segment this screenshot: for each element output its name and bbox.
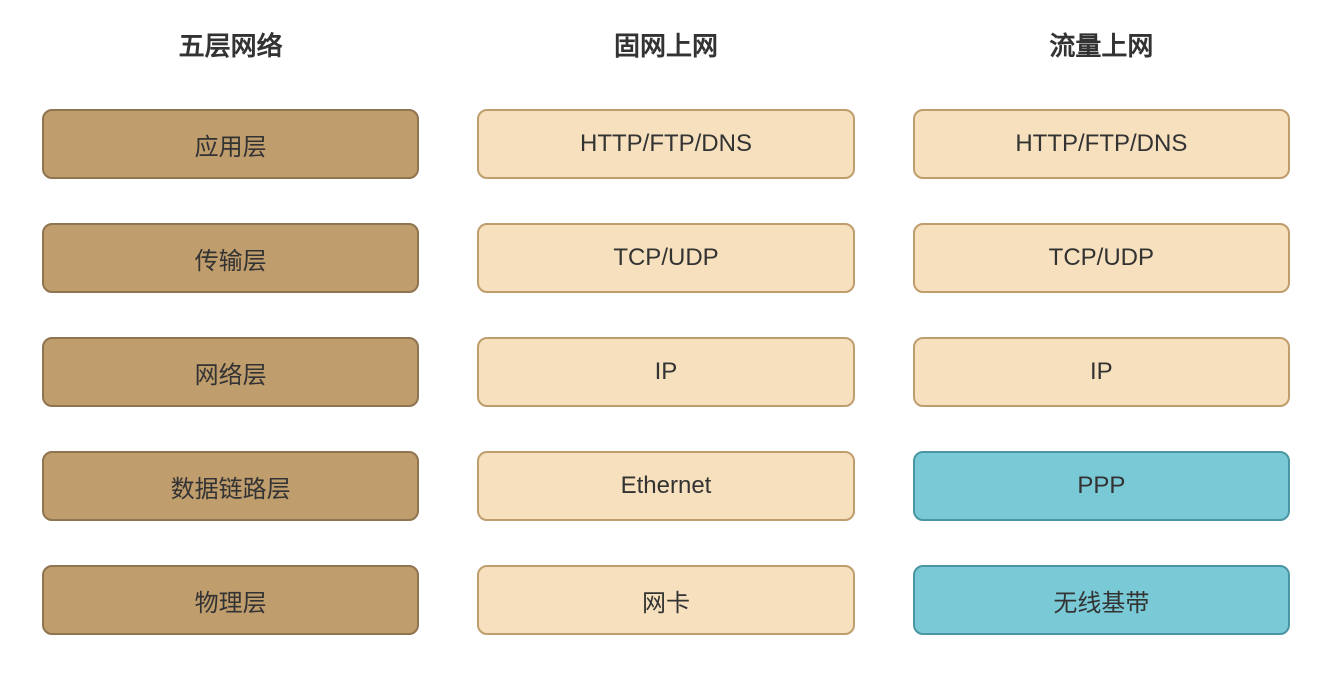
layer-cell: TCP/UDP [913,223,1290,293]
layer-cell: 网络层 [42,337,419,407]
layer-cell: 无线基带 [913,565,1290,635]
network-layers-table: 五层网络 固网上网 流量上网应用层 HTTP/FTP/DNS HTTP/FTP/DNS 传… [0,0,1332,635]
layer-cell: HTTP/FTP/DNS [913,109,1290,179]
column-header: 固网上网 [477,18,854,65]
layer-cell: PPP [913,451,1290,521]
layer-cell: HTTP/FTP/DNS [477,109,854,179]
layer-cell: 传输层 [42,223,419,293]
layer-cell: 应用层 [42,109,419,179]
layer-cell: Ethernet [477,451,854,521]
layer-cell: TCP/UDP [477,223,854,293]
layer-cell: IP [477,337,854,407]
layer-cell: 数据链路层 [42,451,419,521]
layer-cell: IP [913,337,1290,407]
layer-cell: 网卡 [477,565,854,635]
layer-cell: 物理层 [42,565,419,635]
column-header: 五层网络 [42,18,419,65]
column-header: 流量上网 [913,18,1290,65]
